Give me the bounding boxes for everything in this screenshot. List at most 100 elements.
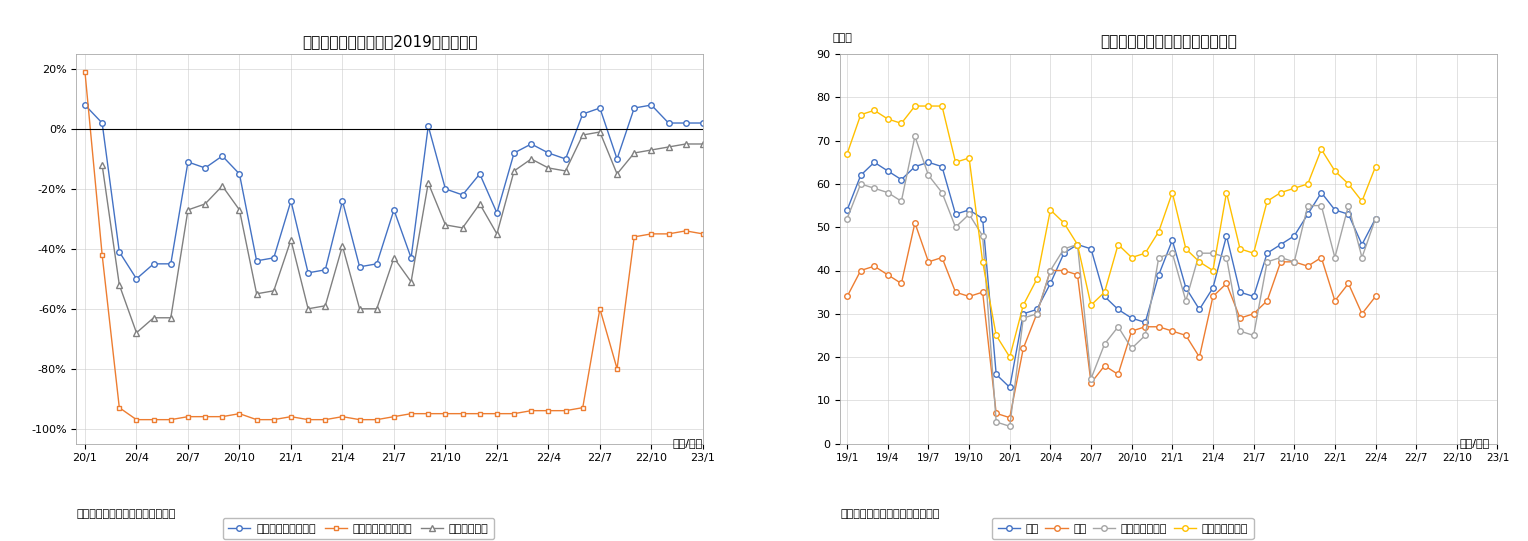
日本人延べ宿泊者数 xyxy=(281,197,299,204)
全体 xyxy=(920,159,938,166)
外国人延べ宿泊者数 xyxy=(127,417,145,423)
日本人延べ宿泊者数 xyxy=(368,261,387,267)
リゾートホテル xyxy=(987,419,1005,425)
全体 xyxy=(1082,246,1100,252)
旅館 xyxy=(920,259,938,265)
リゾートホテル xyxy=(1232,328,1250,334)
延べ宿泊者数 xyxy=(299,306,318,312)
ビジネスホテル xyxy=(865,107,883,114)
リゾートホテル xyxy=(1109,324,1128,330)
延べ宿泊者数 xyxy=(642,147,660,153)
Legend: 全体, 旅館, リゾートホテル, ビジネスホテル: 全体, 旅館, リゾートホテル, ビジネスホテル xyxy=(992,518,1253,539)
Line: 延べ宿泊者数: 延べ宿泊者数 xyxy=(99,129,706,335)
旅館 xyxy=(865,263,883,269)
外国人延べ宿泊者数 xyxy=(471,411,489,417)
外国人延べ宿泊者数 xyxy=(145,417,163,423)
Text: （出典）観光庁「宿泊旅行統計」: （出典）観光庁「宿泊旅行統計」 xyxy=(840,509,940,518)
ビジネスホテル xyxy=(1096,289,1114,295)
リゾートホテル xyxy=(1218,254,1236,261)
日本人延べ宿泊者数 xyxy=(402,255,420,261)
延べ宿泊者数 xyxy=(281,236,299,243)
日本人延べ宿泊者数 xyxy=(231,171,249,177)
日本人延べ宿泊者数 xyxy=(196,164,214,171)
旅館 xyxy=(1149,324,1167,330)
旅館 xyxy=(1271,259,1290,265)
ビジネスホテル xyxy=(1082,302,1100,308)
延べ宿泊者数 xyxy=(248,291,266,297)
Text: （％）: （％） xyxy=(833,34,853,43)
旅館 xyxy=(1204,293,1222,300)
全体 xyxy=(1041,280,1059,287)
全体 xyxy=(1096,293,1114,300)
リゾートホテル xyxy=(1163,250,1181,256)
延べ宿泊者数 xyxy=(127,329,145,336)
旅館 xyxy=(1028,311,1047,317)
Line: 日本人延べ宿泊者数: 日本人延べ宿泊者数 xyxy=(83,102,706,282)
日本人延べ宿泊者数 xyxy=(608,156,626,162)
全体 xyxy=(1313,189,1331,196)
外国人延べ宿泊者数 xyxy=(212,413,231,420)
延べ宿泊者数 xyxy=(437,222,455,228)
延べ宿泊者数 xyxy=(333,242,351,249)
旅館 xyxy=(960,293,978,300)
旅館 xyxy=(1339,280,1357,287)
延べ宿泊者数 xyxy=(471,201,489,207)
日本人延べ宿泊者数 xyxy=(333,197,351,204)
リゾートホテル xyxy=(1271,254,1290,261)
リゾートホテル xyxy=(1177,298,1195,304)
全体 xyxy=(1068,241,1086,248)
ビジネスホテル xyxy=(906,103,924,109)
日本人延べ宿泊者数 xyxy=(145,261,163,267)
リゾートホテル xyxy=(879,189,897,196)
延べ宿泊者数 xyxy=(316,302,335,309)
ビジネスホテル xyxy=(1204,267,1222,274)
外国人延べ宿泊者数 xyxy=(556,407,575,414)
延べ宿泊者数 xyxy=(350,306,368,312)
延べ宿泊者数 xyxy=(402,279,420,285)
旅館 xyxy=(1163,328,1181,334)
外国人延べ宿泊者数 xyxy=(93,252,112,258)
全体 xyxy=(892,176,911,183)
リゾートホテル xyxy=(1082,375,1100,382)
全体 xyxy=(1218,233,1236,239)
外国人延べ宿泊者数 xyxy=(402,411,420,417)
日本人延べ宿泊者数 xyxy=(471,171,489,177)
リゾートホテル xyxy=(920,172,938,179)
ビジネスホテル xyxy=(960,155,978,161)
リゾートホテル xyxy=(1190,250,1209,256)
ビジネスホテル xyxy=(1177,246,1195,252)
旅館 xyxy=(1135,324,1154,330)
外国人延べ宿泊者数 xyxy=(316,417,335,423)
日本人延べ宿泊者数 xyxy=(299,269,318,276)
旅館 xyxy=(1352,311,1371,317)
リゾートホテル xyxy=(946,224,964,230)
リゾートホテル xyxy=(1028,311,1047,317)
旅館 xyxy=(1001,414,1019,421)
ビジネスホテル xyxy=(1326,168,1345,174)
日本人延べ宿泊者数 xyxy=(264,255,283,261)
外国人延べ宿泊者数 xyxy=(487,411,506,417)
全体 xyxy=(851,172,869,179)
全体 xyxy=(1190,306,1209,313)
ビジネスホテル xyxy=(932,103,950,109)
ビジネスホテル xyxy=(1313,146,1331,153)
ビジネスホテル xyxy=(1271,189,1290,196)
旅館 xyxy=(932,254,950,261)
リゾートホテル xyxy=(1326,254,1345,261)
外国人延べ宿泊者数 xyxy=(642,230,660,237)
リゾートホテル xyxy=(1041,267,1059,274)
旅館 xyxy=(879,272,897,278)
ビジネスホテル xyxy=(1218,189,1236,196)
Line: 旅館: 旅館 xyxy=(845,220,1378,420)
延べ宿泊者数 xyxy=(694,141,712,147)
延べ宿泊者数 xyxy=(212,183,231,189)
全体 xyxy=(1001,384,1019,391)
全体 xyxy=(1258,250,1276,256)
日本人延べ宿泊者数 xyxy=(591,105,610,111)
外国人延べ宿泊者数 xyxy=(660,230,678,237)
旅館 xyxy=(837,293,856,300)
日本人延べ宿泊者数 xyxy=(523,141,541,147)
延べ宿泊者数 xyxy=(93,162,112,168)
全体 xyxy=(879,168,897,174)
延べ宿泊者数 xyxy=(625,150,643,156)
